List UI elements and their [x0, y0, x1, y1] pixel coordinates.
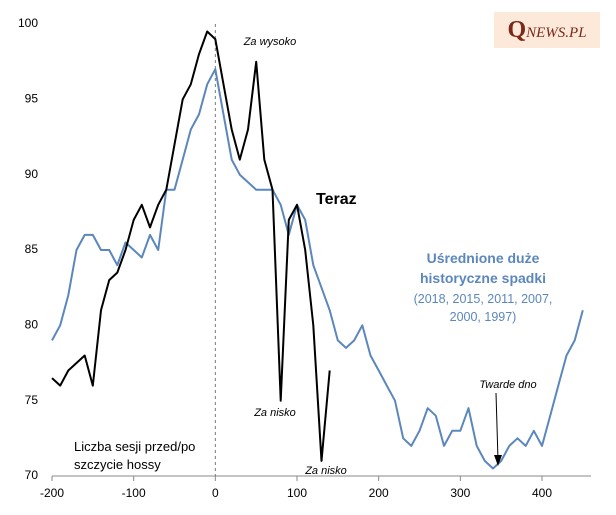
- y-tick-label: 85: [25, 242, 39, 256]
- series-subtitle: (2018, 2015, 2011, 2007, 2000, 1997): [413, 292, 553, 324]
- logo-rest: NEWS.PL: [526, 25, 587, 41]
- logo-initial: Q: [507, 17, 527, 43]
- x-tick-label: -200: [40, 486, 64, 500]
- y-tick-label: 100: [18, 16, 38, 30]
- y-tick-label: 75: [25, 393, 39, 407]
- y-tick-label: 90: [25, 167, 39, 181]
- series-line: [51, 68, 584, 470]
- x-tick-label: 100: [287, 486, 307, 500]
- series-label: Uśrednione duże historyczne spadki: [419, 250, 547, 286]
- annotation-arrow: [495, 392, 499, 461]
- y-tick-label: 95: [25, 92, 39, 106]
- y-tick-label: 70: [25, 468, 39, 482]
- annotation: Twarde dno: [479, 379, 536, 391]
- x-tick-label: 300: [450, 486, 470, 500]
- x-tick-label: 200: [369, 486, 389, 500]
- x-tick-label: 400: [532, 486, 552, 500]
- x-tick-label: -100: [122, 486, 146, 500]
- annotation-arrowhead: [494, 455, 502, 466]
- x-axis-label: Liczba sesji przed/po szczycie hossy: [74, 439, 196, 472]
- annotation: Za nisko: [304, 465, 347, 477]
- series-line: [51, 30, 331, 462]
- annotation: Za wysoko: [243, 36, 297, 48]
- y-tick-label: 80: [25, 318, 39, 332]
- annotation: Za nisko: [253, 407, 296, 419]
- series-label: Teraz: [316, 191, 357, 208]
- x-tick-label: 0: [212, 486, 219, 500]
- logo: QNEWS.PL: [494, 12, 600, 48]
